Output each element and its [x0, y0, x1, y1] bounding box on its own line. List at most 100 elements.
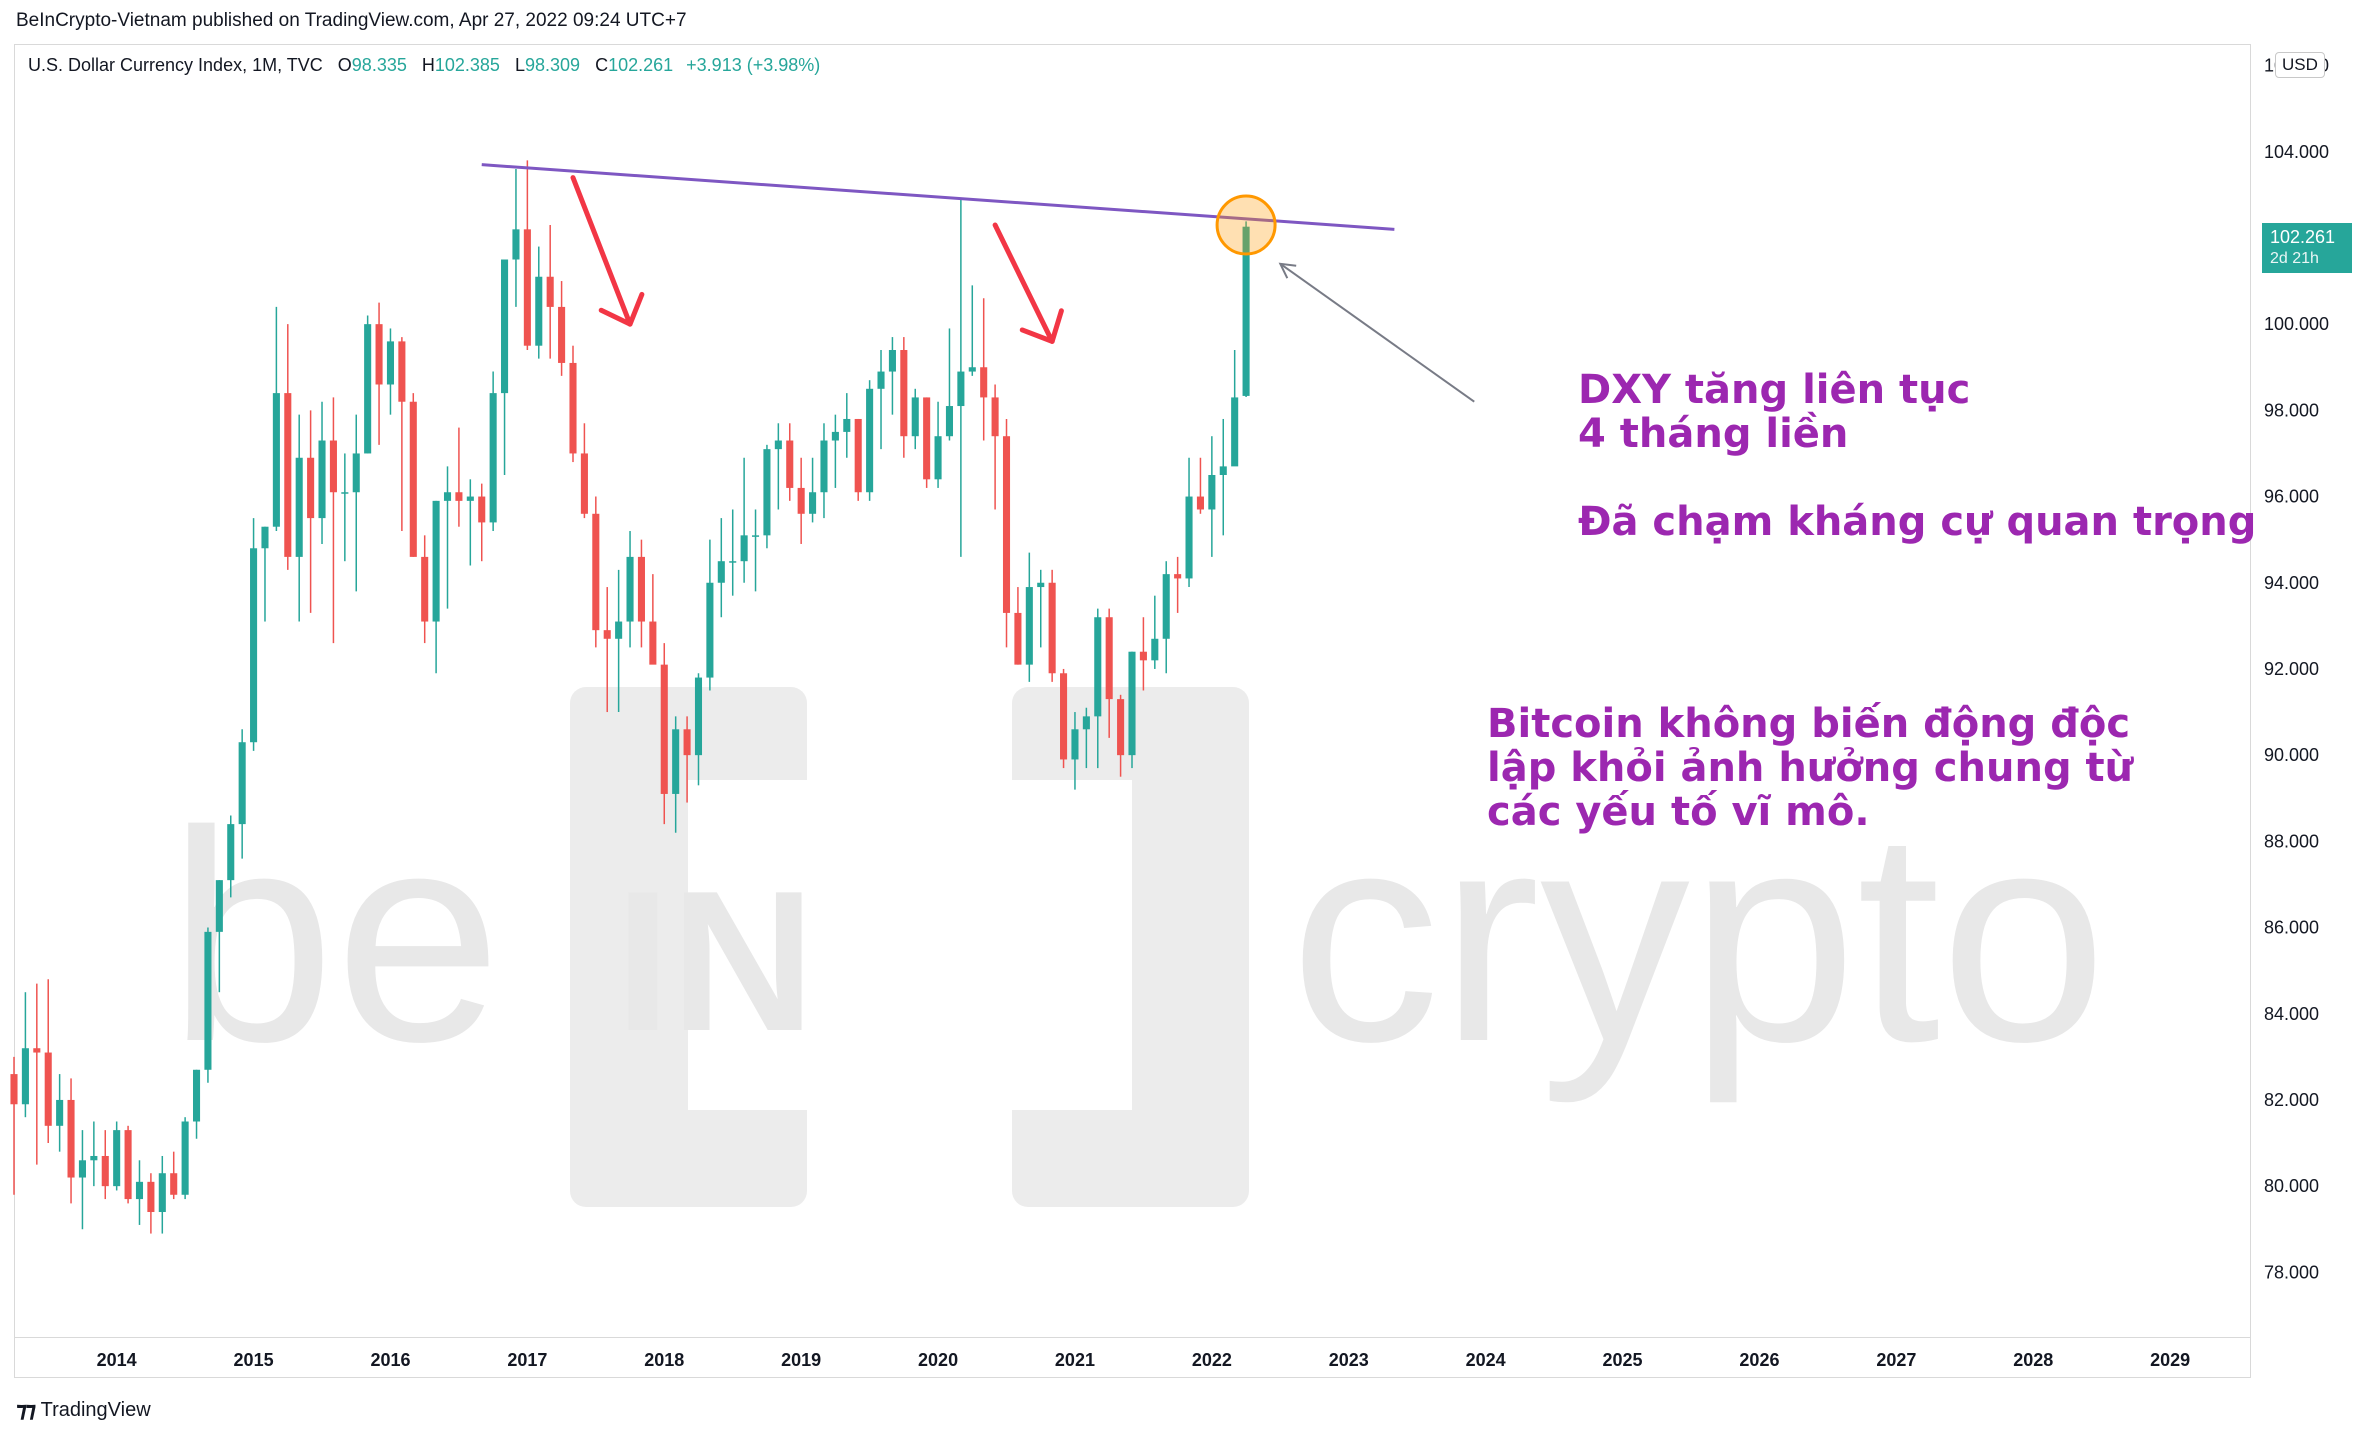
candle[interactable]: [329, 397, 337, 644]
candle[interactable]: [672, 716, 680, 833]
currency-button[interactable]: USD: [2275, 52, 2325, 78]
candle[interactable]: [147, 1173, 155, 1234]
candle[interactable]: [786, 423, 794, 501]
candle[interactable]: [615, 569, 623, 713]
candle[interactable]: [124, 1125, 132, 1204]
candle[interactable]: [626, 531, 634, 648]
candle[interactable]: [751, 509, 760, 592]
candle[interactable]: [33, 983, 41, 1165]
candle[interactable]: [1014, 587, 1022, 665]
candle[interactable]: [546, 225, 554, 359]
down-arrow[interactable]: [570, 175, 645, 327]
candle[interactable]: [113, 1121, 121, 1191]
candle[interactable]: [603, 587, 611, 713]
candle[interactable]: [1060, 668, 1068, 769]
candle[interactable]: [1002, 418, 1011, 648]
candle[interactable]: [375, 302, 383, 445]
candle[interactable]: [957, 199, 965, 557]
candle[interactable]: [21, 992, 29, 1118]
candle[interactable]: [649, 574, 657, 665]
candle[interactable]: [421, 535, 429, 644]
candle[interactable]: [386, 328, 395, 415]
candle[interactable]: [44, 979, 52, 1144]
pointer-arrow[interactable]: [1278, 262, 1475, 403]
candle[interactable]: [170, 1151, 178, 1200]
candle[interactable]: [318, 401, 326, 544]
candle[interactable]: [968, 285, 976, 376]
candle[interactable]: [1139, 617, 1147, 691]
candle[interactable]: [729, 509, 737, 596]
candle[interactable]: [250, 518, 258, 751]
candle[interactable]: [67, 1078, 75, 1204]
candle[interactable]: [238, 729, 246, 859]
candle[interactable]: [1162, 561, 1170, 674]
candle[interactable]: [1025, 552, 1033, 682]
candle[interactable]: [592, 496, 600, 648]
resistance-trendline[interactable]: [481, 163, 1395, 231]
candle[interactable]: [261, 526, 269, 622]
candle[interactable]: [1105, 608, 1113, 738]
candle[interactable]: [694, 673, 703, 786]
candle[interactable]: [717, 518, 725, 618]
candle[interactable]: [443, 466, 452, 609]
candle[interactable]: [307, 410, 315, 613]
candle[interactable]: [352, 414, 360, 592]
candle[interactable]: [580, 423, 588, 519]
candle[interactable]: [215, 880, 223, 993]
candle[interactable]: [900, 337, 908, 458]
candle[interactable]: [763, 444, 771, 549]
candle[interactable]: [820, 423, 828, 519]
candle[interactable]: [1048, 569, 1056, 682]
highlight-circle[interactable]: [1215, 194, 1277, 256]
candle[interactable]: [1185, 457, 1193, 588]
candle[interactable]: [101, 1130, 109, 1200]
candle[interactable]: [523, 160, 531, 351]
candle[interactable]: [569, 345, 577, 463]
candle[interactable]: [991, 384, 999, 510]
candle[interactable]: [1231, 350, 1239, 467]
candle[interactable]: [90, 1121, 98, 1187]
candle[interactable]: [831, 414, 839, 488]
candle[interactable]: [1117, 694, 1125, 777]
candle[interactable]: [1094, 608, 1102, 769]
candle[interactable]: [341, 453, 349, 562]
candle[interactable]: [1242, 221, 1250, 398]
candle[interactable]: [135, 1160, 144, 1225]
candle[interactable]: [558, 281, 566, 376]
candle[interactable]: [1208, 436, 1216, 557]
candle[interactable]: [364, 315, 372, 454]
candle[interactable]: [888, 337, 896, 415]
candle[interactable]: [1082, 707, 1090, 769]
candle[interactable]: [866, 380, 874, 501]
candle[interactable]: [683, 716, 691, 803]
candle[interactable]: [854, 418, 862, 501]
candle[interactable]: [877, 350, 885, 450]
candle[interactable]: [535, 246, 543, 359]
candle[interactable]: [512, 168, 520, 307]
candle[interactable]: [923, 397, 931, 488]
candle[interactable]: [1219, 418, 1227, 536]
candle[interactable]: [478, 483, 486, 562]
candle[interactable]: [78, 1130, 86, 1230]
candle[interactable]: [501, 259, 509, 476]
candle[interactable]: [10, 1056, 18, 1195]
candle[interactable]: [660, 643, 668, 825]
candle[interactable]: [1151, 595, 1159, 669]
candle[interactable]: [1128, 651, 1136, 769]
candle[interactable]: [843, 393, 851, 458]
candle[interactable]: [204, 927, 212, 1083]
candle[interactable]: [980, 298, 988, 441]
candle[interactable]: [774, 423, 782, 510]
candle[interactable]: [181, 1117, 189, 1200]
candle[interactable]: [911, 388, 919, 450]
candle[interactable]: [1196, 457, 1204, 514]
candle[interactable]: [637, 539, 645, 648]
candle[interactable]: [1174, 556, 1182, 613]
footer-brand[interactable]: ⁊⁊ TradingView: [16, 1397, 151, 1423]
candle[interactable]: [295, 414, 303, 622]
candle[interactable]: [706, 539, 714, 691]
candle[interactable]: [192, 1069, 201, 1139]
candle[interactable]: [409, 393, 417, 557]
candle[interactable]: [797, 457, 805, 544]
candle[interactable]: [740, 457, 748, 583]
